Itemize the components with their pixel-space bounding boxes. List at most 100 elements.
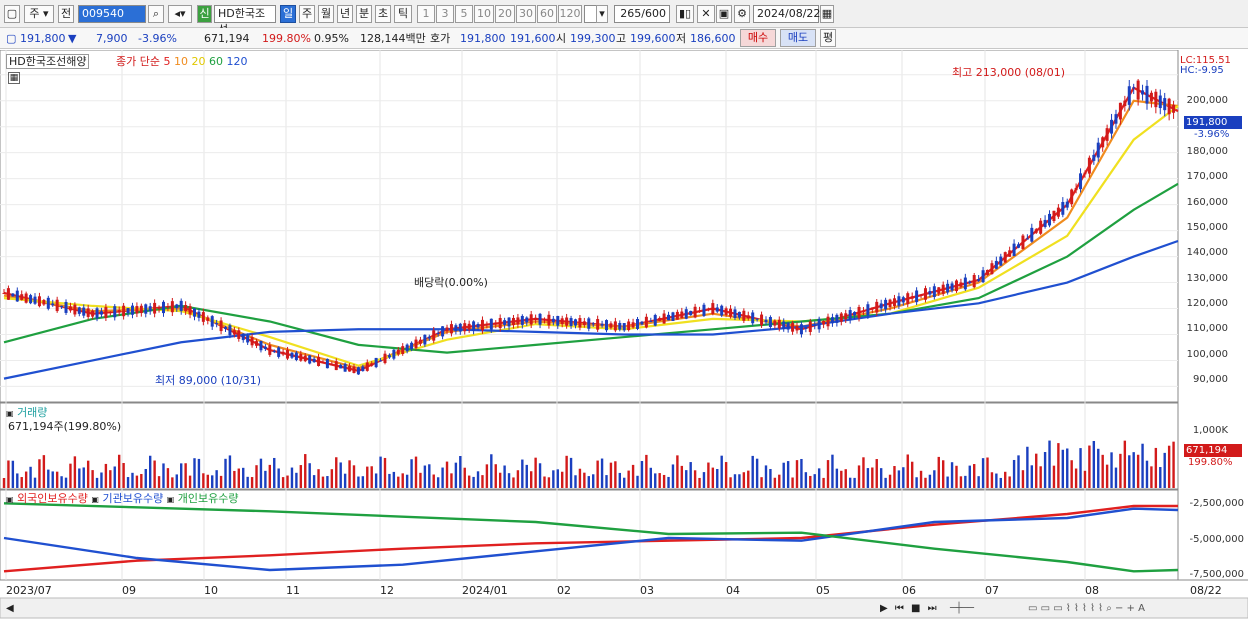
volume-bar [742,472,746,488]
volume-bar [977,476,980,488]
current-price-tag: 191,800 [1184,116,1242,129]
panel-toggle-icon[interactable]: ▣ [6,409,14,418]
interval-5[interactable]: 5 [455,5,473,23]
candle-body [463,323,467,332]
volume-panel-title: ▣ 거래량 [6,406,47,420]
panel-toggle-icon[interactable]: ▣ [6,495,14,504]
market-select[interactable]: 주 ▾ [24,5,54,23]
buy-button[interactable]: 매수 [740,29,776,47]
candle-body [839,313,843,322]
volume-bar [538,463,542,488]
checkbox-icon[interactable]: ▢ [6,32,17,45]
x-axis-label: 09 [122,584,136,597]
interval-30[interactable]: 30 [516,5,536,23]
volume-bar [463,467,466,488]
volume-bar [1101,454,1104,488]
volume-bar [835,468,839,488]
interval-120[interactable]: 120 [558,5,582,23]
tab-year[interactable]: 년 [337,5,353,23]
gear-icon[interactable]: ⚙ [734,5,750,23]
candle-body [64,301,68,313]
tab-second[interactable]: 초 [375,5,391,23]
date-input[interactable]: 2024/08/22 [753,5,820,23]
volume-bar [144,468,147,488]
dividend-annotation: 배당락(0.00%) [414,276,488,289]
volume-bar [623,477,626,488]
volume-bar [370,466,373,488]
volume-bar [180,463,183,488]
stock-code-input[interactable]: 009540 [78,5,146,23]
prev-button[interactable]: 전 [58,5,74,23]
zoom-slider[interactable]: ─┼── [950,603,975,614]
interval-1[interactable]: 1 [417,5,435,23]
candle-icon[interactable]: ▮▯ [676,5,694,23]
volume-bar [109,470,112,488]
turnover-rate: 0.95% [314,32,349,45]
grid-toggle-icon[interactable]: ▦ [8,72,20,84]
avg-button[interactable]: 평 [820,29,836,47]
volume-bar [755,458,759,488]
candle-body [299,353,303,361]
chevron-down-icon[interactable]: ▾ [596,5,608,23]
interval-3[interactable]: 3 [436,5,454,23]
candle-body [1074,187,1078,191]
sell-button[interactable]: 매도 [780,29,816,47]
candle-body [241,333,245,341]
volume-bar [374,473,378,488]
volume-bar [631,464,635,488]
panel-toggle-icon[interactable]: ▣ [91,495,99,504]
current-change-tag: -3.96% [1194,129,1230,140]
volume-bar [485,464,489,488]
scroll-left-icon[interactable]: ◀ [6,603,14,614]
scroll-controls[interactable]: ▶ ⏮ ■ ⏭ [880,603,939,614]
candle-body [42,300,46,305]
candle-body [689,310,693,316]
crosshair-icon[interactable]: ✕ [697,5,715,23]
candle-body [906,293,910,305]
tab-week[interactable]: 주 [299,5,315,23]
calendar-icon[interactable]: ▦ [820,5,834,23]
volume-bar [171,477,174,488]
candle-body [773,320,777,326]
sound-icon[interactable]: ◂▾ [168,5,192,23]
volume-bar [326,476,329,488]
candle-body [937,287,941,294]
high-price: 199,600 [630,32,676,45]
panel-toggle-icon[interactable]: ▣ [166,495,175,504]
candle-body [467,323,471,330]
search-icon[interactable]: ⌕ [148,5,164,23]
volume-bar [990,472,994,488]
tab-minute[interactable]: 분 [356,5,372,23]
candle-body [82,307,86,316]
volume-bar [264,470,267,488]
interval-60[interactable]: 60 [537,5,557,23]
tab-day[interactable]: 일 [280,5,296,23]
tab-month[interactable]: 월 [318,5,334,23]
save-icon[interactable]: ▣ [716,5,732,23]
volume-bar [525,464,528,488]
window-icon[interactable]: ▢ [4,5,20,23]
chart-area[interactable]: HD한국조선해양 종가 단순 5 10 20 60 120 ▦ LC:115.5… [0,50,1248,621]
tool-icons[interactable]: ▭ ▭ ▭ ⌇ ⌇ ⌇ ⌇ ⌇ ⌕ − + A [1028,603,1145,614]
interval-10[interactable]: 10 [474,5,494,23]
volume-bar [459,456,462,488]
tab-tick[interactable]: 틱 [394,5,412,23]
candle-body [1101,137,1105,148]
volume-bar [888,474,892,488]
count-input[interactable]: 265/600 [614,5,670,23]
volume-bar [596,460,599,488]
volume-bar [529,471,533,488]
institution-holding-label: 기관보유수량 [102,492,164,505]
volume-value: 671,194주(199.80%) [8,420,122,433]
interval-20[interactable]: 20 [495,5,515,23]
candle-body [1132,87,1136,89]
volume-bar [853,477,856,488]
candle-body [33,296,37,304]
volume-bar [246,476,249,488]
candle-body [356,367,360,375]
volume-bar [1119,453,1122,488]
candle-body [817,318,821,330]
candle-body [857,306,861,318]
volume-bar [1088,445,1091,488]
candle-body [698,310,702,312]
